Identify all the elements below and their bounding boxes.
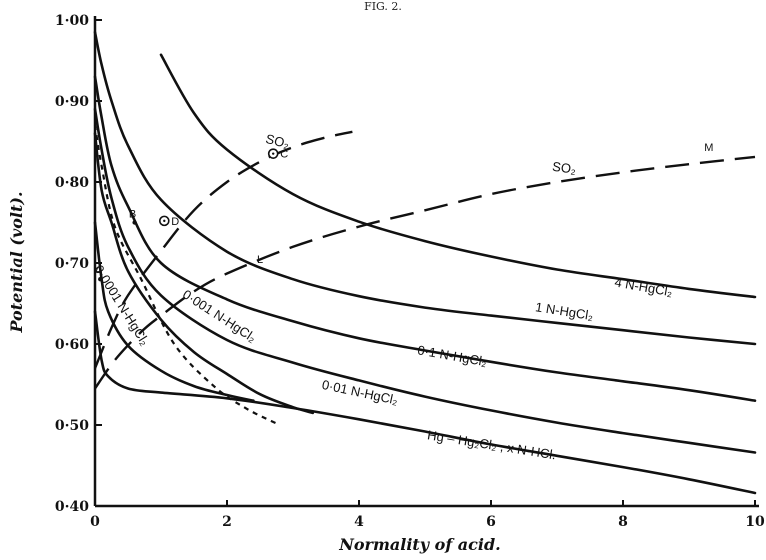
series-line-3 <box>93 107 757 454</box>
series-line-6 <box>93 310 757 495</box>
series-line-7 <box>93 130 353 369</box>
curve-tag-L: L <box>257 254 263 266</box>
point-marker-A <box>98 277 103 282</box>
x-tick-label: 10 <box>745 514 765 530</box>
x-tick-label: 0 <box>90 514 100 530</box>
series-label-8: SO₂ <box>551 159 577 177</box>
y-tick-label: 1·00 <box>55 13 89 29</box>
series-line-9 <box>93 125 281 426</box>
y-tick-label: 0·70 <box>55 256 89 272</box>
y-tick-label: 0·80 <box>55 175 89 191</box>
annotations: C D B A L M <box>95 142 713 282</box>
x-axis-title: Normality of acid. <box>338 535 501 554</box>
series-label-0: 4 N-HgCl₂ <box>613 274 673 299</box>
point-label-B: B <box>129 209 136 221</box>
series-label-7: SO₂ <box>264 131 291 151</box>
series-line-8 <box>94 155 756 390</box>
series-label-2: 0·1 N-HgCl₂ <box>416 342 488 369</box>
point-label-D: D <box>171 216 179 228</box>
x-tick-label: 2 <box>222 514 232 530</box>
point-label-A: A <box>95 265 103 277</box>
y-axis-title: Potential (volt). <box>7 191 26 333</box>
y-tick-label: 0·60 <box>55 337 89 353</box>
series-line-5 <box>93 221 255 402</box>
x-tick-label: 6 <box>486 514 496 530</box>
series-line-2 <box>93 75 757 402</box>
y-tick-label: 0·90 <box>55 94 89 110</box>
point-marker-B <box>132 220 137 225</box>
x-tick-label: 8 <box>618 514 628 530</box>
x-tick-label: 4 <box>354 514 364 530</box>
series-line-1 <box>93 30 757 346</box>
series-label-1: 1 N-HgCl₂ <box>534 299 594 323</box>
series-line-4 <box>93 132 315 415</box>
point-dot-D <box>163 219 166 223</box>
point-label-C: C <box>280 149 288 161</box>
axes: 0·40 0·50 0·60 0·70 0·80 0·90 1·00 0 2 4 6 8 10 <box>55 13 765 530</box>
series-label-6: Hg – Hg₂Cl₂ , x N-HCl. <box>426 427 557 462</box>
y-tick-label: 0·40 <box>55 499 89 515</box>
y-tick-label: 0·50 <box>55 418 89 434</box>
figure-title: FIG. 2. <box>364 0 402 13</box>
series-line-0 <box>159 53 757 299</box>
curve-tag-M: M <box>704 142 713 154</box>
point-dot-C <box>272 152 275 155</box>
